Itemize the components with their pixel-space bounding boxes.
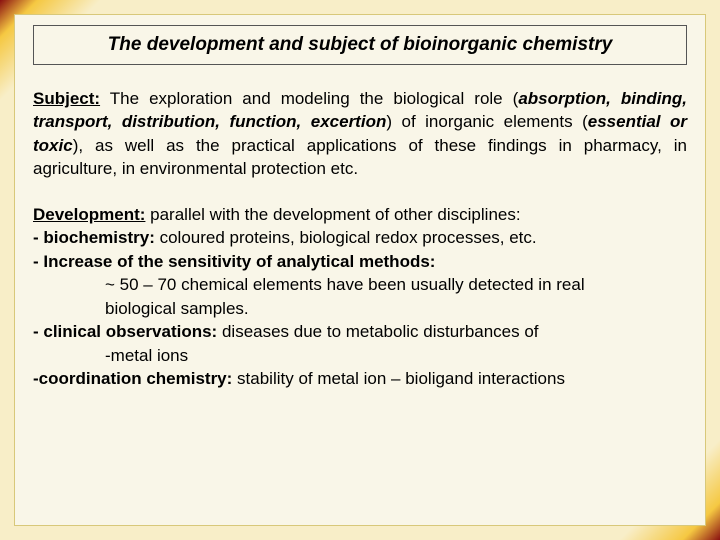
dev-clinical-label: - clinical observations:: [33, 322, 217, 341]
subject-text-1: The exploration and modeling the biologi…: [100, 89, 518, 108]
subject-text-3: ), as well as the practical applications…: [33, 136, 687, 178]
dev-coord-label: -coordination chemistry:: [33, 369, 232, 388]
dev-biochem-text: coloured proteins, biological redox proc…: [155, 228, 537, 247]
development-intro: parallel with the development of other d…: [145, 205, 520, 224]
dev-sensitivity-detail-2: biological samples.: [33, 297, 687, 320]
dev-sensitivity-line: - Increase of the sensitivity of analyti…: [33, 250, 687, 273]
dev-clinical-sub: -metal ions: [33, 344, 687, 367]
development-paragraph: Development: parallel with the developme…: [33, 203, 687, 391]
development-intro-line: Development: parallel with the developme…: [33, 203, 687, 226]
subject-text-2: ) of inorganic elements (: [386, 112, 587, 131]
slide-frame: The development and subject of bioinorga…: [0, 0, 720, 540]
dev-clinical-line: - clinical observations: diseases due to…: [33, 320, 687, 343]
dev-coord-line: -coordination chemistry: stability of me…: [33, 367, 687, 390]
subject-label: Subject:: [33, 89, 100, 108]
dev-clinical-text: diseases due to metabolic disturbances o…: [217, 322, 538, 341]
dev-biochem-label: - biochemistry:: [33, 228, 155, 247]
title-box: The development and subject of bioinorga…: [33, 25, 687, 65]
dev-biochem-line: - biochemistry: coloured proteins, biolo…: [33, 226, 687, 249]
dev-coord-text: stability of metal ion – bioligand inter…: [232, 369, 565, 388]
development-label: Development:: [33, 205, 145, 224]
slide-inner: The development and subject of bioinorga…: [14, 14, 706, 526]
slide-title: The development and subject of bioinorga…: [44, 34, 676, 56]
dev-sensitivity-detail-1: ~ 50 – 70 chemical elements have been us…: [33, 273, 687, 296]
subject-paragraph: Subject: The exploration and modeling th…: [33, 87, 687, 181]
dev-sensitivity-label: - Increase of the sensitivity of analyti…: [33, 252, 435, 271]
